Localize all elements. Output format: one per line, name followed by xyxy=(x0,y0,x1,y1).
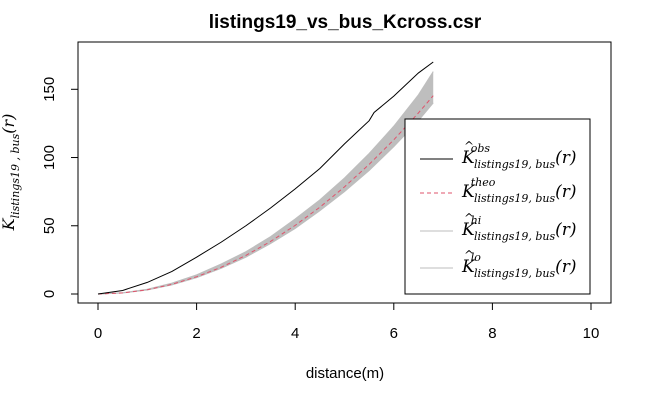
x-tick-label: 0 xyxy=(94,325,102,342)
y-axis: 0 50 100 150 xyxy=(41,77,79,298)
series-line-theo xyxy=(97,95,434,295)
chart-title: listings19_vs_bus_Kcross.csr xyxy=(209,12,482,33)
series-layer xyxy=(97,61,434,295)
legend: Kobs listings19, bus(r)^Ktheo listings19, … xyxy=(404,118,591,295)
y-tick-label: 100 xyxy=(41,145,58,170)
x-tick-label: 2 xyxy=(192,325,200,342)
y-tick-label: 50 xyxy=(41,217,58,234)
series-line-obs xyxy=(97,61,434,295)
legend-hat-lo: ^ xyxy=(464,248,474,262)
legend-hat-hi: ^ xyxy=(464,211,474,225)
y-tick-label: 150 xyxy=(41,77,58,102)
x-tick-label: 10 xyxy=(583,325,600,342)
legend-label-lo: Klo listings19, bus(r) xyxy=(461,251,577,280)
legend-box xyxy=(404,118,591,295)
x-tick-label: 4 xyxy=(291,325,299,342)
y-axis-label-arg: (r) xyxy=(0,114,18,134)
x-tick-label: 6 xyxy=(390,325,398,342)
legend-label-obs: Kobs listings19, bus(r) xyxy=(461,142,577,171)
y-tick-label: 0 xyxy=(41,290,58,298)
legend-label-theo: Ktheo listings19, bus(r) xyxy=(461,176,577,205)
y-axis-label-subscript: listings19 , bus xyxy=(9,133,22,218)
y-axis-label: Klistings19 , bus(r) xyxy=(0,114,22,232)
legend-label-hi: Khi listings19, bus(r) xyxy=(461,214,577,243)
x-axis-label: distance(m) xyxy=(306,365,384,382)
x-axis: 0 2 4 6 8 10 xyxy=(94,302,600,342)
series-line-lo xyxy=(97,102,434,295)
legend-hat-obs: ^ xyxy=(464,139,474,153)
x-tick-label: 8 xyxy=(488,325,496,342)
y-axis-label-main: K xyxy=(0,217,18,231)
series-line-hi xyxy=(97,71,434,295)
